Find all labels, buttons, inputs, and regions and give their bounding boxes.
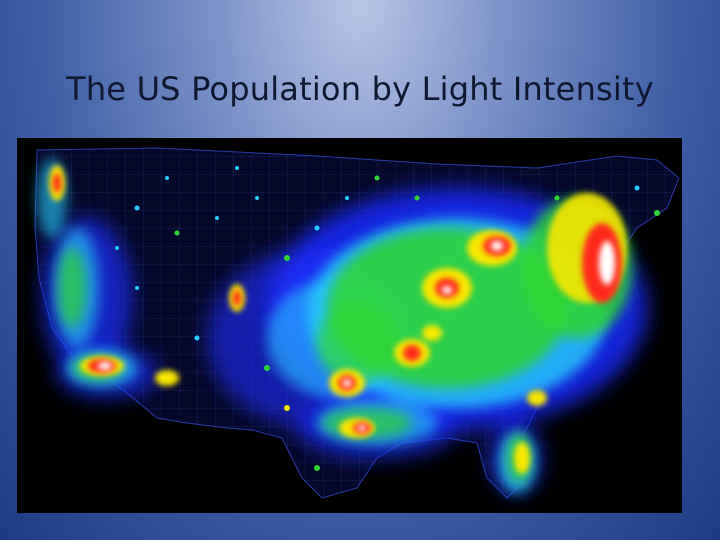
- map-svg: [17, 138, 682, 513]
- light-intensity-map: [17, 138, 682, 513]
- slide-title: The US Population by Light Intensity: [66, 70, 654, 108]
- peak-layer: [98, 241, 615, 431]
- city-dots: [115, 166, 660, 471]
